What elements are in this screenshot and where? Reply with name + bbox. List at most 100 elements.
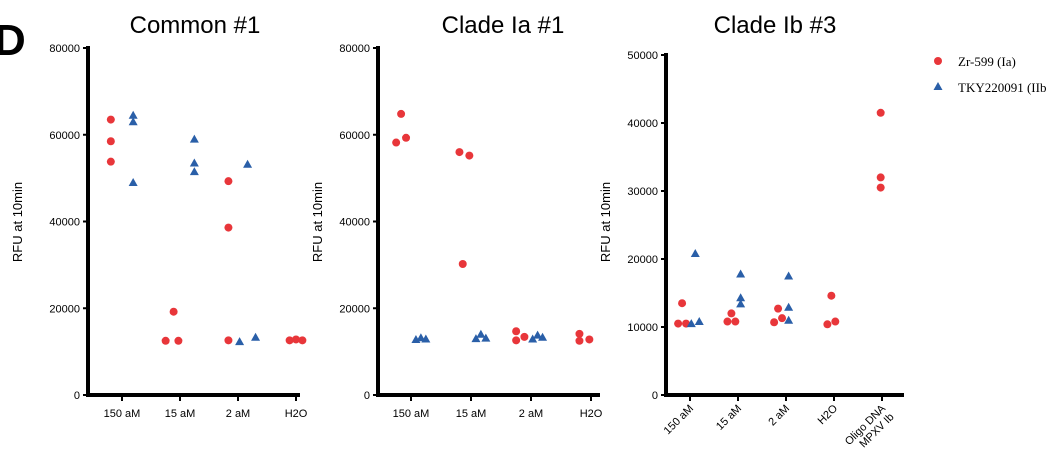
data-point-tky220091	[784, 302, 794, 311]
x-tick-label: 2 aM	[766, 403, 792, 429]
chart-title: Clade Ia #1	[442, 12, 565, 39]
data-point-tky220091	[533, 330, 543, 339]
chart-common-1: Common #1 RFU at 10min 0 20000 40000 60000 800…	[10, 12, 308, 420]
x-tick-label: 15 aM	[714, 403, 744, 433]
data-point-tky220091	[476, 329, 486, 338]
data-point-zr599	[520, 332, 529, 341]
y-tick-label: 60000	[49, 130, 80, 142]
data-point-tky220091	[686, 319, 696, 328]
data-point-tky220091	[784, 271, 794, 280]
legend-marker-tky220091	[933, 82, 943, 90]
data-point-zr599	[674, 319, 683, 328]
data-point-tky220091	[694, 317, 704, 326]
data-point-zr599	[827, 291, 836, 300]
y-tick-label: 80000	[49, 43, 80, 55]
data-point-zr599	[106, 115, 115, 124]
y-tick-label: 50000	[627, 50, 658, 62]
legend-label-zr599: Zr-599 (Ia)	[958, 54, 1016, 69]
x-tick-label: H2O	[580, 408, 603, 420]
data-point-zr599	[169, 307, 178, 316]
data-point-zr599	[458, 260, 467, 269]
data-point-zr599	[876, 173, 885, 182]
y-tick-label: 0	[364, 390, 370, 402]
y-tick-label: 20000	[49, 303, 80, 315]
data-point-tky220091	[189, 158, 199, 167]
legend-marker-zr599	[934, 57, 942, 65]
data-point-zr599	[285, 336, 294, 345]
panel-letter: D	[0, 16, 26, 65]
data-point-tky220091	[736, 299, 746, 308]
data-point-zr599	[392, 138, 401, 147]
data-point-zr599	[727, 309, 736, 318]
data-point-tky220091	[416, 333, 426, 342]
x-tick-label: 2 aM	[519, 408, 543, 420]
chart-title: Common #1	[130, 12, 261, 39]
data-point-zr599	[397, 109, 406, 118]
data-point-zr599	[174, 336, 183, 345]
x-tick-label: H2O	[285, 408, 308, 420]
y-tick-label: 30000	[627, 186, 658, 198]
y-axis-label: RFU at 10min	[310, 182, 325, 262]
x-tick-label: 150 aM	[393, 408, 430, 420]
legend: Zr-599 (Ia) TKY220091 (IIb)	[933, 54, 1046, 95]
data-point-zr599	[512, 336, 521, 345]
y-tick-label: 60000	[339, 130, 370, 142]
data-point-zr599	[585, 335, 594, 344]
x-tick-label: 15 aM	[165, 408, 196, 420]
data-point-tky220091	[189, 134, 199, 143]
y-tick-label: 10000	[627, 322, 658, 334]
data-point-tky220091	[251, 332, 261, 341]
data-point-tky220091	[784, 315, 794, 324]
data-point-zr599	[678, 299, 687, 308]
data-point-zr599	[224, 223, 233, 232]
data-point-tky220091	[528, 334, 538, 343]
chart-clade-ib-3: Clade Ib #3 RFU at 10min 0 10000 20000 30000 4…	[598, 12, 904, 450]
data-point-tky220091	[690, 249, 700, 258]
data-point-zr599	[823, 320, 832, 329]
data-point-zr599	[770, 318, 779, 327]
data-point-zr599	[402, 133, 411, 142]
data-point-zr599	[224, 177, 233, 186]
data-point-tky220091	[538, 332, 548, 341]
data-point-tky220091	[421, 334, 431, 343]
data-point-zr599	[575, 329, 584, 338]
data-point-zr599	[292, 335, 300, 344]
y-tick-label: 0	[652, 390, 658, 402]
x-tick-label: 150 aM	[662, 403, 696, 437]
data-point-tky220091	[128, 110, 138, 119]
x-tick-label: 2 aM	[226, 408, 250, 420]
x-tick-label: H2O	[816, 402, 841, 427]
data-point-zr599	[224, 336, 233, 345]
data-point-tky220091	[243, 159, 253, 168]
chart-title: Clade Ib #3	[714, 12, 837, 39]
data-point-zr599	[723, 317, 732, 326]
legend-label-tky220091: TKY220091 (IIb)	[958, 80, 1046, 95]
data-point-tky220091	[128, 117, 138, 126]
data-point-zr599	[298, 336, 307, 345]
data-point-tky220091	[736, 269, 746, 278]
y-tick-label: 0	[74, 390, 80, 402]
data-point-zr599	[512, 327, 521, 336]
data-point-zr599	[831, 317, 840, 326]
y-axis-label: RFU at 10min	[598, 182, 613, 262]
data-point-zr599	[778, 314, 787, 323]
data-point-zr599	[731, 317, 740, 326]
y-tick-label: 20000	[339, 303, 370, 315]
data-point-tky220091	[736, 293, 746, 302]
data-point-zr599	[465, 151, 474, 160]
y-tick-label: 40000	[339, 217, 370, 229]
data-point-zr599	[106, 157, 115, 166]
data-point-zr599	[455, 148, 464, 157]
y-tick-label: 80000	[339, 43, 370, 55]
data-point-zr599	[161, 336, 170, 345]
y-axis-label: RFU at 10min	[10, 182, 25, 262]
chart-clade-ia-1: Clade Ia #1 RFU at 10min 0 20000 40000 60000 8…	[310, 12, 603, 420]
data-point-zr599	[575, 336, 584, 345]
data-point-tky220091	[189, 167, 199, 176]
y-tick-label: 40000	[627, 118, 658, 130]
y-tick-label: 40000	[49, 217, 80, 229]
data-point-tky220091	[481, 333, 491, 342]
data-point-tky220091	[128, 177, 138, 186]
data-point-zr599	[876, 108, 885, 117]
